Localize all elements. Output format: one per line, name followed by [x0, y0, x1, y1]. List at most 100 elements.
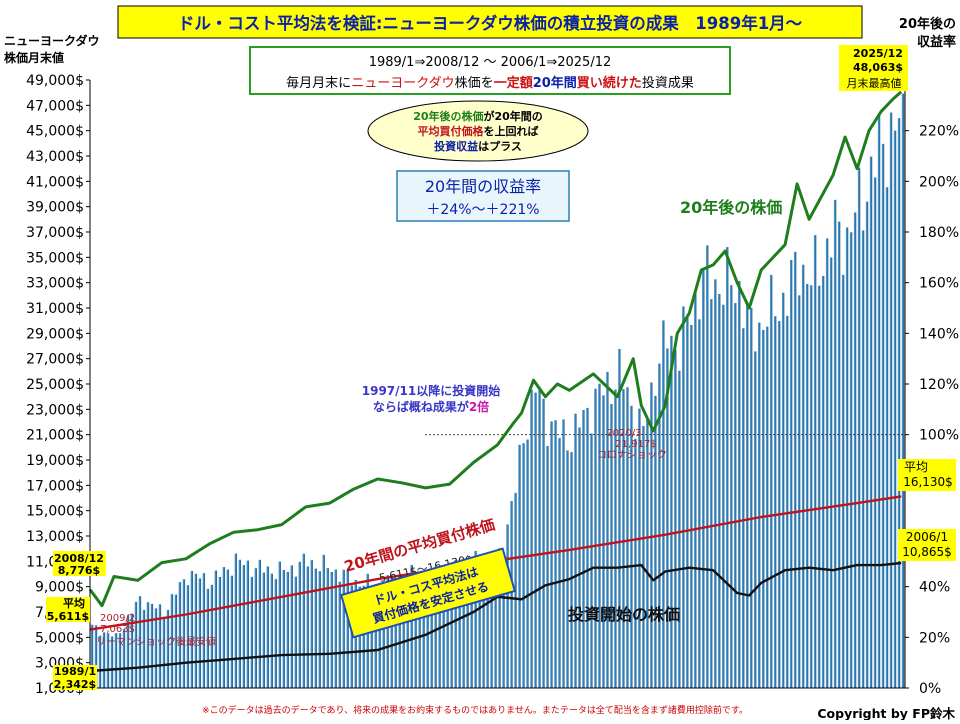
return-bar [266, 566, 269, 688]
return-bar [566, 450, 569, 688]
return-bar [274, 579, 277, 688]
return-bar [346, 570, 349, 688]
subtitle-part-7: 投資成果 [642, 75, 694, 91]
return-bar [442, 571, 445, 688]
return-bar [642, 426, 645, 688]
return-bar [897, 118, 901, 688]
lehman-value: 7,063$ [100, 624, 135, 635]
end-2006-badge [898, 529, 956, 561]
return-bar [546, 445, 549, 688]
return-bar [686, 316, 689, 688]
return-bar [833, 199, 837, 688]
ellipse-line2-b: を上回れば [484, 124, 539, 138]
return-bar [450, 569, 453, 688]
return-bar [134, 601, 138, 688]
return-bar [554, 420, 557, 688]
return-bar [246, 560, 250, 688]
avg-start-badge [46, 597, 90, 622]
return-bar [893, 130, 897, 689]
return-bar [630, 405, 633, 688]
return-bar [885, 187, 889, 689]
left-tick-label: 31,000$ [26, 301, 84, 317]
return-bar [765, 326, 769, 688]
return-bar [666, 348, 669, 688]
return-bar [749, 307, 753, 688]
left-tick-label: 41,000$ [26, 174, 84, 190]
return-bar [150, 603, 154, 688]
return-bar [402, 577, 405, 688]
subtitle-line2: 毎月月末にニューヨークダウ株価を一定額20年間買い続けた投資成果 [286, 75, 694, 91]
return-bar [530, 389, 533, 688]
title-banner [117, 5, 863, 39]
note-1997-line2-a: ならば概ね成果が [373, 399, 469, 414]
disclaimer: ※このデータは過去のデータであり、将来の成果をお約束するものではありません。また… [202, 704, 748, 716]
return-bar [618, 348, 621, 688]
return-bar [757, 322, 761, 688]
return-bar [773, 316, 777, 688]
return-bar [390, 575, 393, 688]
return-bar [146, 602, 150, 688]
left-tick-label: 5,000$ [35, 630, 84, 646]
ellipse-line3-b: はプラス [478, 139, 522, 153]
return-bar [378, 585, 381, 688]
return-bar [849, 232, 853, 688]
return-bar [474, 550, 477, 688]
return-bar [182, 579, 186, 688]
right-tick-label: 20% [919, 630, 950, 646]
return-bar [466, 562, 469, 688]
left-tick-label: 9,000$ [35, 580, 84, 596]
return-bar [194, 573, 198, 688]
left-tick-label: 39,000$ [26, 200, 84, 216]
return-bar [138, 596, 142, 688]
avg-end-label: 平均 [904, 460, 928, 474]
left-axis-label-line1: ニューヨークダウ [4, 33, 100, 48]
note-1997-line1: 1997/11以降に投資開始 [362, 383, 500, 398]
return-bar [813, 235, 817, 688]
left-tick-label: 43,000$ [26, 149, 84, 165]
left-tick-label: 47,000$ [26, 98, 84, 114]
return-bar [498, 548, 501, 688]
return-bar [430, 569, 433, 688]
return-bar [410, 564, 413, 688]
ellipse-line1-a: 20年後の株価 [413, 109, 483, 123]
return-bar [674, 350, 677, 688]
subtitle-part-6: 買い続けた [577, 75, 642, 91]
avg-start-value: 5,611$ [47, 610, 89, 623]
line-series-0 [88, 90, 903, 608]
return-bar [110, 636, 114, 688]
return-bar [234, 553, 238, 688]
note-1997-line2-b: 2倍 [469, 399, 489, 414]
return-bar [718, 293, 721, 688]
left-tick-label: 25,000$ [26, 377, 84, 393]
black-line-label: 投資開始の株価 [568, 605, 680, 624]
return-bar [690, 324, 693, 688]
return-bar [841, 274, 845, 688]
return-bar [865, 201, 869, 688]
return-bar [845, 227, 849, 688]
return-bar [386, 575, 389, 688]
covid-value: 21,917$ [615, 439, 656, 450]
left-tick-label: 13,000$ [26, 529, 84, 545]
return-bar [310, 560, 313, 688]
return-bar [478, 561, 481, 688]
return-bar [805, 283, 809, 688]
return-bar [242, 565, 246, 688]
right-axis-label-line2: 収益率 [917, 34, 956, 50]
return-bar [650, 382, 653, 688]
return-bar [706, 245, 709, 689]
top-price-badge [839, 45, 908, 91]
right-tick-label: 140% [919, 326, 959, 342]
return-bar [298, 561, 301, 688]
return-bar [881, 143, 885, 688]
return-bar [610, 404, 613, 688]
return-bar [230, 575, 234, 688]
return-bar [170, 594, 174, 688]
return-bar [606, 371, 609, 688]
return-bar [662, 320, 665, 688]
return-bar [374, 589, 377, 688]
return-bar [190, 570, 194, 688]
left-tick-label: 17,000$ [26, 478, 84, 494]
return-bar [777, 321, 781, 688]
return-bar [502, 552, 505, 688]
